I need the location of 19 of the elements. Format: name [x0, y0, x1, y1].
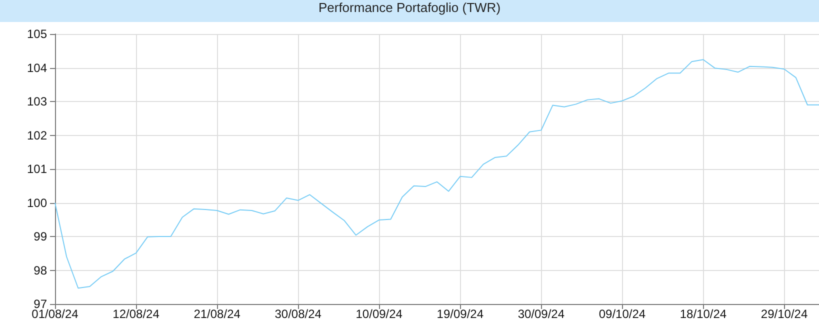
chart-title: Performance Portafoglio (TWR): [0, 0, 819, 22]
y-tick-label: 100: [26, 196, 48, 210]
line-series: [54, 59, 819, 289]
y-tick-label: 104: [26, 60, 48, 75]
y-tick-label: 98: [34, 263, 48, 278]
x-tick-label: 10/09/24: [356, 307, 403, 321]
y-tick-label: 101: [26, 162, 48, 176]
x-tick-label: 09/10/24: [598, 307, 646, 321]
x-tick-label: 29/10/24: [760, 307, 808, 321]
x-tick-label: 30/09/24: [518, 307, 565, 321]
y-tick-label: 99: [34, 230, 48, 244]
x-tick-label: 18/10/24: [680, 307, 727, 321]
x-tick-label: 30/08/24: [274, 307, 322, 321]
y-tick-label: 105: [26, 27, 48, 41]
x-tick-label: 12/08/24: [112, 307, 160, 321]
x-tick-label: 21/08/24: [194, 307, 241, 321]
y-tick-label: 102: [26, 128, 48, 142]
y-tick-label: 103: [26, 94, 48, 108]
x-tick-label: 19/09/24: [436, 307, 484, 321]
